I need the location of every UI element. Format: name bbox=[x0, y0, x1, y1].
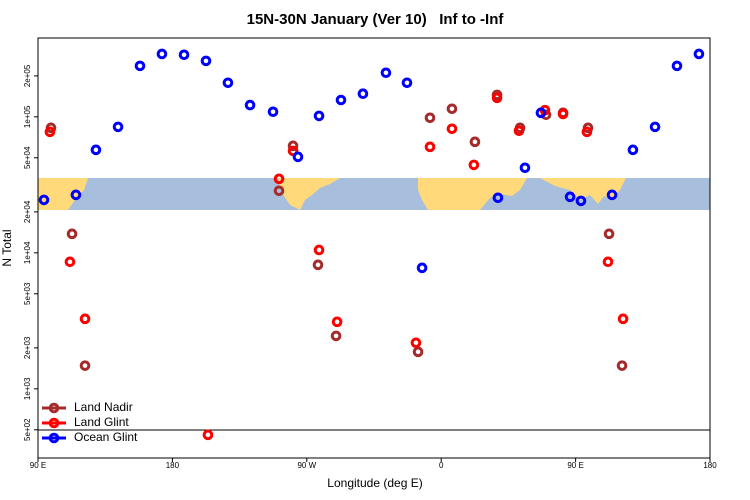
point bbox=[273, 185, 285, 197]
point bbox=[38, 194, 50, 206]
point bbox=[178, 49, 190, 61]
point bbox=[112, 121, 124, 133]
point bbox=[424, 141, 436, 153]
point bbox=[557, 108, 569, 120]
point bbox=[64, 256, 76, 268]
point bbox=[44, 126, 56, 138]
land bbox=[418, 178, 527, 210]
y-tick-label: 2e+05 bbox=[23, 64, 32, 87]
point bbox=[79, 360, 91, 371]
legend-swatch-point bbox=[48, 432, 60, 444]
point bbox=[156, 48, 168, 60]
point bbox=[331, 316, 343, 328]
point bbox=[380, 67, 392, 79]
point bbox=[671, 60, 683, 72]
x-tick-label: 0 bbox=[439, 461, 444, 470]
point bbox=[202, 429, 214, 441]
x-tick-label: 180 bbox=[166, 461, 180, 470]
x-tick-label: 180 bbox=[703, 461, 717, 470]
point bbox=[312, 259, 324, 271]
point bbox=[602, 256, 614, 268]
land bbox=[540, 178, 626, 204]
point bbox=[693, 48, 705, 60]
point bbox=[287, 140, 299, 152]
plot-frame bbox=[37, 37, 711, 459]
point bbox=[134, 60, 146, 72]
point bbox=[90, 144, 102, 156]
point bbox=[200, 55, 212, 67]
point bbox=[273, 173, 285, 185]
point bbox=[535, 107, 547, 119]
y-tick-label: 2e+04 bbox=[23, 200, 32, 223]
point bbox=[222, 77, 234, 89]
point bbox=[581, 126, 593, 138]
point bbox=[446, 123, 458, 135]
point bbox=[492, 192, 504, 204]
point bbox=[513, 125, 525, 137]
point bbox=[416, 262, 428, 274]
chart-title: 15N-30N January (Ver 10) Inf to -Inf bbox=[247, 11, 505, 28]
point bbox=[627, 144, 639, 156]
map-strip bbox=[38, 178, 710, 210]
point bbox=[287, 145, 299, 157]
point bbox=[606, 189, 618, 201]
legend-swatch-point bbox=[48, 402, 60, 414]
x-tick-label: 90 E bbox=[567, 461, 583, 470]
point bbox=[603, 228, 615, 240]
point bbox=[244, 99, 256, 111]
legend-label: Ocean Glint bbox=[74, 430, 138, 444]
point bbox=[649, 121, 661, 133]
point bbox=[66, 228, 78, 240]
point bbox=[292, 151, 304, 163]
point bbox=[330, 330, 342, 342]
y-axis-label: N Total bbox=[0, 229, 14, 266]
legend-swatch-point bbox=[48, 417, 60, 429]
land bbox=[278, 178, 340, 210]
legend-label: Land Nadir bbox=[74, 400, 133, 414]
point bbox=[564, 191, 576, 203]
point bbox=[491, 92, 503, 104]
point bbox=[519, 162, 531, 174]
y-tick-label: 1e+03 bbox=[23, 377, 32, 400]
y-tick-label: 5e+03 bbox=[23, 282, 32, 305]
x-tick-label: 90 E bbox=[30, 461, 46, 470]
point bbox=[446, 103, 458, 115]
point bbox=[424, 112, 436, 124]
y-tick-label: 5e+02 bbox=[23, 418, 32, 441]
point bbox=[401, 77, 413, 89]
point bbox=[617, 313, 629, 325]
y-tick-label: 1e+04 bbox=[23, 241, 32, 264]
point bbox=[313, 244, 325, 256]
y-tick-label: 2e+03 bbox=[23, 336, 32, 359]
point bbox=[412, 346, 424, 358]
point bbox=[70, 189, 82, 201]
point bbox=[79, 313, 91, 325]
y-tick-label: 1e+05 bbox=[23, 105, 32, 128]
point bbox=[575, 195, 587, 207]
x-axis-label: Longitude (deg E) bbox=[327, 476, 422, 490]
point bbox=[468, 159, 480, 171]
point bbox=[357, 88, 369, 99]
point bbox=[540, 109, 552, 121]
point bbox=[313, 110, 325, 122]
x-tick-label: 90 W bbox=[297, 461, 316, 470]
point bbox=[267, 106, 279, 118]
point bbox=[469, 136, 481, 148]
land bbox=[38, 178, 88, 210]
point bbox=[335, 94, 347, 106]
point bbox=[410, 337, 422, 349]
y-tick-label: 5e+04 bbox=[23, 146, 32, 169]
point bbox=[616, 360, 628, 371]
legend-label: Land Glint bbox=[74, 415, 129, 429]
